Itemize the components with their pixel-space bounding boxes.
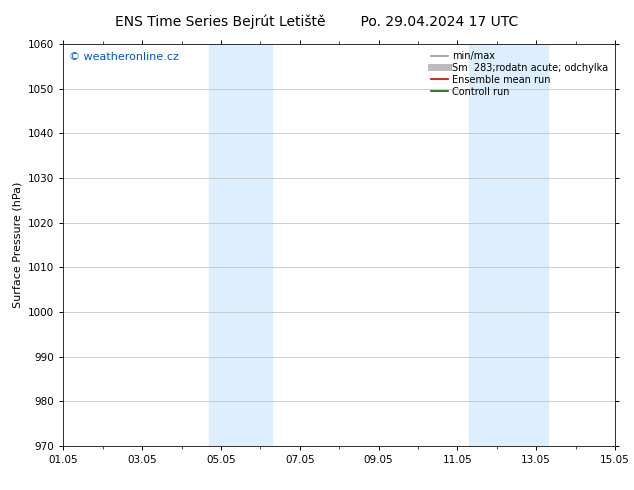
Y-axis label: Surface Pressure (hPa): Surface Pressure (hPa) bbox=[13, 182, 23, 308]
Legend: min/max, Sm  283;rodatn acute; odchylka, Ensemble mean run, Controll run: min/max, Sm 283;rodatn acute; odchylka, … bbox=[429, 49, 610, 98]
Bar bbox=[469, 44, 548, 446]
Text: ENS Time Series Bejrút Letiště        Po. 29.04.2024 17 UTC: ENS Time Series Bejrút Letiště Po. 29.04… bbox=[115, 15, 519, 29]
Bar bbox=[209, 44, 272, 446]
Text: © weatheronline.cz: © weatheronline.cz bbox=[69, 52, 179, 62]
